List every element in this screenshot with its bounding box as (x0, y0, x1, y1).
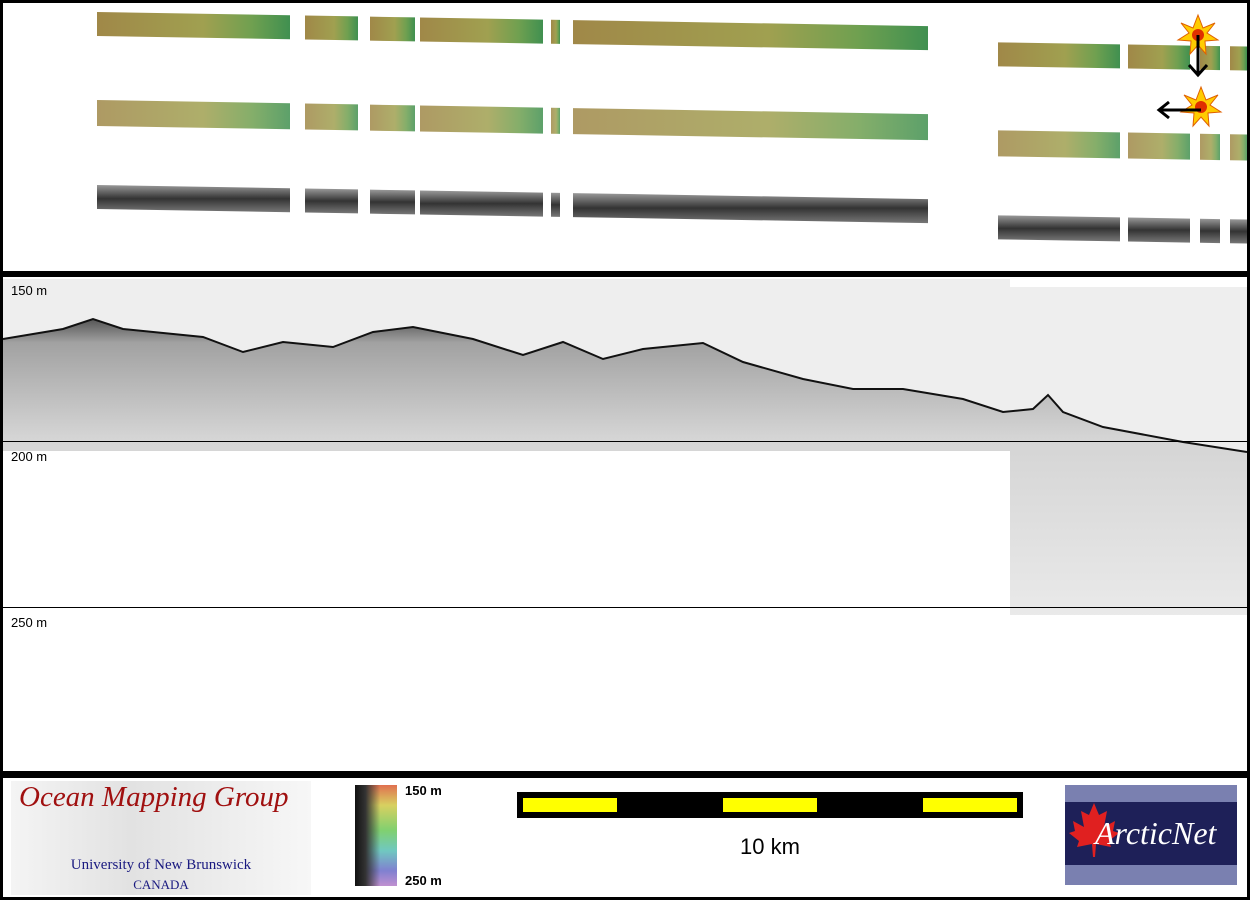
swath-strip (370, 104, 415, 132)
swath-strip (420, 190, 543, 217)
swath-strip (305, 103, 358, 131)
swath-strip (1128, 132, 1190, 160)
swath-strip (551, 107, 560, 134)
swath-strip (1230, 134, 1247, 161)
maple-leaf-icon (1069, 803, 1119, 857)
swath-panel (3, 3, 1247, 271)
swath-strip (1128, 44, 1190, 70)
seafloor-profile (3, 279, 1247, 615)
logo-title: Ocean Mapping Group (19, 781, 289, 813)
swath-strips (97, 12, 1247, 244)
subbottom-return (3, 319, 1247, 615)
swath-strip (573, 20, 928, 51)
swath-strip (573, 193, 928, 224)
seafloor-line (3, 317, 1247, 453)
logo-text: University of New Brunswick (70, 857, 252, 873)
swath-strip (420, 17, 543, 44)
ocean-mapping-group-logo: Ocean Mapping Group University of New Br… (11, 781, 311, 895)
scale-bar (517, 792, 1023, 818)
swath-strip (998, 215, 1120, 242)
swath-strip (998, 130, 1120, 159)
depth-label: 200 m (11, 449, 48, 464)
swath-strip (573, 108, 928, 141)
swath-strip (1200, 133, 1220, 161)
swath-strip (1128, 217, 1190, 243)
swath-strip (370, 189, 415, 215)
logo-title: ArcticNet (1095, 815, 1217, 851)
depth-colorbar (355, 785, 397, 886)
swath-strip (1230, 46, 1247, 71)
explosion-star-icon (1179, 85, 1223, 128)
swath-strip (97, 185, 290, 213)
swath-strip (370, 16, 415, 42)
event-markers (1156, 13, 1223, 128)
depth-label: 250 m (11, 615, 48, 630)
scale-bar-label: 10 km (740, 834, 800, 859)
depth-label: 150 m (11, 283, 48, 298)
swath-strip (1200, 218, 1220, 244)
logo-text: CANADA (133, 877, 189, 892)
colorbar-label: 150 m (405, 783, 442, 798)
swath-strip (998, 42, 1120, 69)
depth-gridline (3, 441, 1247, 442)
arrow-left-icon (1156, 100, 1201, 120)
swath-strip (1230, 219, 1247, 244)
legend-panel: Ocean Mapping Group University of New Br… (3, 778, 1247, 897)
depth-gridline (3, 607, 1247, 608)
arrow-down-icon (1187, 35, 1209, 78)
swath-strip (97, 100, 290, 130)
colorbar-label: 250 m (405, 873, 442, 888)
swath-strip (305, 188, 358, 214)
swath-strip (420, 105, 543, 134)
swath-strip (551, 192, 560, 217)
arcticnet-logo: ArcticNet (1065, 785, 1237, 885)
subbottom-profile-panel: 150 m 200 m 250 m (3, 277, 1247, 771)
swath-strip (551, 19, 560, 44)
swath-strip (97, 12, 290, 40)
swath-strip (305, 15, 358, 41)
